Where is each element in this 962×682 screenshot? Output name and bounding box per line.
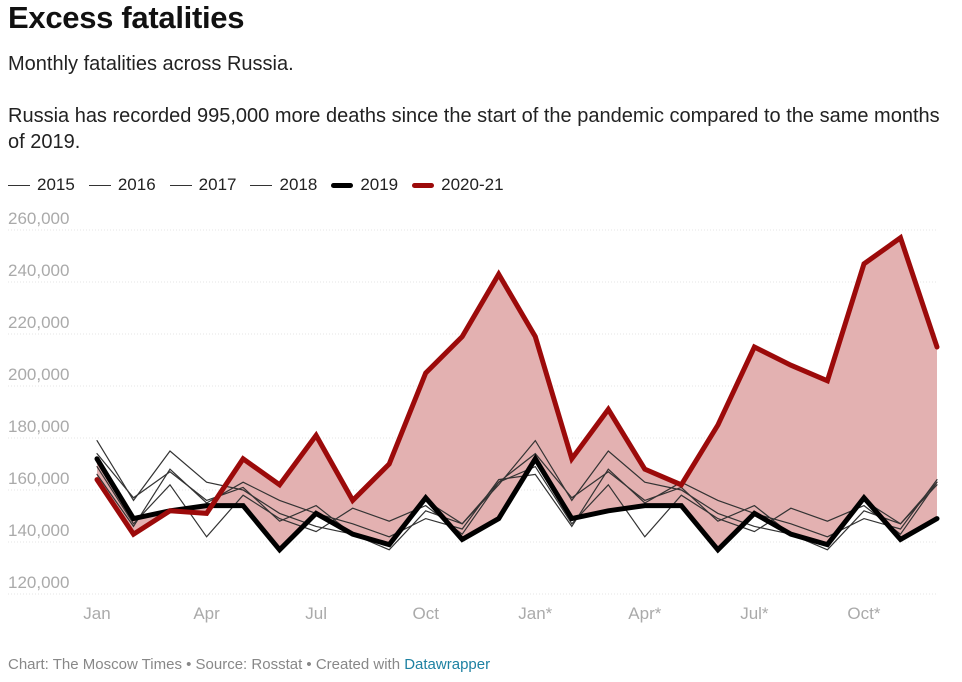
line-chart: 120,000 140,000 160,000 180,000 200,000 220,0… [8, 209, 940, 623]
chart-footer: Chart: The Moscow Times • Source: Rossta… [8, 656, 490, 673]
legend-label-2016: 2016 [117, 175, 156, 194]
legend-item-2018: 2018 [250, 175, 317, 195]
series-line-2020-21 [94, 233, 940, 538]
legend-swatch-2016 [88, 184, 111, 186]
y-tick-label: 260,000 [8, 209, 69, 228]
excess-area [97, 237, 937, 550]
x-tick-label: Apr* [628, 604, 661, 623]
x-tick-label: Jan* [518, 604, 552, 623]
series-line-2016 [96, 468, 938, 538]
series-lines [94, 233, 940, 554]
x-tick-label: Jul [305, 604, 327, 623]
legend-item-2016: 2016 [88, 175, 156, 195]
legend-label-2020-21: 2020-21 [441, 175, 504, 194]
legend: 2015 2016 2017 2018 2019 2020-21 [8, 174, 518, 196]
y-tick-label: 200,000 [8, 365, 69, 384]
legend-label-2017: 2017 [198, 175, 237, 194]
chart-title: Excess fatalities [8, 0, 245, 35]
legend-item-2020-21: 2020-21 [412, 175, 504, 195]
legend-label-2019: 2019 [360, 175, 399, 194]
legend-swatch-2017 [169, 184, 192, 186]
chart-note: Russia has recorded 995,000 more deaths … [8, 105, 940, 153]
y-tick-label: 220,000 [8, 313, 69, 332]
y-tick-label: 240,000 [8, 261, 69, 280]
x-tick-label: Jul* [740, 604, 769, 623]
x-tick-label: Oct* [847, 604, 880, 623]
legend-swatch-2015 [8, 184, 30, 186]
y-tick-label: 160,000 [8, 469, 69, 488]
datawrapper-link[interactable]: Datawrapper [404, 656, 491, 673]
y-tick-label: 140,000 [8, 521, 69, 540]
y-tick-label: 180,000 [8, 417, 69, 436]
legend-label-2018: 2018 [279, 175, 318, 194]
excess-area-fill [97, 237, 937, 550]
x-tick-label: Apr [193, 604, 220, 623]
legend-label-2015: 2015 [37, 175, 75, 194]
legend-item-2015: 2015 [8, 175, 75, 195]
series-line-2019 [94, 454, 940, 554]
legend-swatch-2020-21 [412, 182, 435, 188]
legend-item-2017: 2017 [169, 175, 237, 195]
series-line-2017 [96, 465, 938, 538]
y-axis-ticks: 120,000 140,000 160,000 180,000 200,000 220,0… [8, 209, 69, 592]
chart-description: Monthly fatalities across Russia. [8, 53, 294, 75]
legend-item-2019: 2019 [331, 175, 398, 195]
x-tick-label: Jan [83, 604, 110, 623]
x-axis-ticks: Jan Apr Jul Oct Jan* Apr* Jul* Oct* [83, 604, 881, 623]
x-tick-label: Oct [412, 604, 439, 623]
legend-swatch-2019 [331, 182, 354, 188]
footer-credit: Chart: The Moscow Times • Source: Rossta… [8, 656, 405, 673]
legend-swatch-2018 [250, 184, 273, 186]
y-tick-label: 120,000 [8, 573, 69, 592]
